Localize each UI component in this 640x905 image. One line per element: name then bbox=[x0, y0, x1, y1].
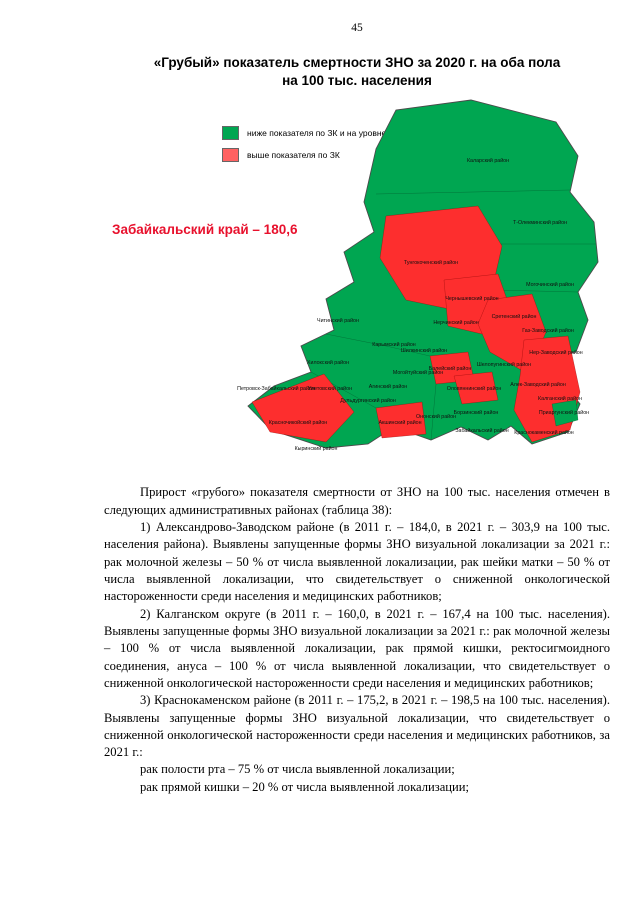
paragraph-item-1: 1) Александрово-Заводском районе (в 2011… bbox=[104, 520, 610, 604]
district-label: Могочинский район bbox=[526, 281, 574, 288]
district-shape-priargunsky bbox=[551, 400, 579, 427]
district-label: Борзинский район bbox=[454, 409, 499, 416]
district-label: Оловяннинский район bbox=[447, 385, 502, 392]
paragraph-item-2: 2) Калганском округе (в 2011 г. – 160,0,… bbox=[104, 606, 610, 690]
district-label: Нер-Заводский район bbox=[529, 349, 582, 356]
district-label: Газ-Заводский район bbox=[522, 327, 574, 334]
district-label: Карымский район bbox=[372, 341, 416, 348]
district-label: Приаргунский район bbox=[539, 409, 589, 416]
page-number: 45 bbox=[351, 22, 363, 34]
district-label: Сретенский район bbox=[492, 313, 537, 320]
district-label: Читинский район bbox=[317, 317, 359, 324]
krai-mortality-label: Забайкальский край – 180,6 bbox=[112, 222, 298, 238]
district-label: Забайкальский район bbox=[455, 427, 508, 434]
district-label: Краснокаменский район bbox=[514, 429, 574, 436]
district-label: Калганский район bbox=[538, 395, 582, 402]
paragraph-intro: Прирост «грубого» показателя смертности … bbox=[104, 485, 610, 517]
district-shape-olovyanninsky bbox=[453, 372, 499, 405]
mortality-map-figure: ниже показателя по ЗК и на уровне выше п… bbox=[104, 96, 610, 478]
district-label: Агинский район bbox=[369, 383, 408, 390]
district-label: Улетовский район bbox=[308, 385, 352, 392]
district-label: Т-Олекминский район bbox=[513, 219, 567, 226]
paragraph-item-3-sub-1: рак полости рта – 75 % от числа выявленн… bbox=[140, 762, 455, 777]
legend-label-below: ниже показателя по ЗК и на уровне bbox=[247, 128, 387, 139]
district-label: Красночикойский район bbox=[269, 419, 328, 426]
district-label: Хилокский район bbox=[307, 359, 349, 366]
legend-item-below: ниже показателя по ЗК и на уровне bbox=[222, 126, 387, 141]
district-label: Ононский район bbox=[416, 413, 456, 420]
district-label: Балейский район bbox=[429, 365, 472, 372]
district-label: Нерчинский район bbox=[433, 319, 478, 326]
district-shape-krasnochikoysky bbox=[251, 374, 355, 443]
content-column: 45 «Грубый» показатель смертности ЗНО за… bbox=[104, 0, 610, 796]
district-label: Дульдургинский район bbox=[340, 397, 396, 404]
region-map: Каларский район Т-Олекминский район Тунг… bbox=[237, 99, 599, 452]
map-legend: ниже показателя по ЗК и на уровне выше п… bbox=[222, 126, 386, 170]
district-label: Каларский район bbox=[467, 157, 509, 164]
district-label: Петровск-Забайкальский район bbox=[237, 385, 315, 392]
legend-label-above: выше показателя по ЗК bbox=[247, 150, 340, 161]
document-title: «Грубый» показатель смертности ЗНО за 20… bbox=[104, 54, 610, 90]
district-label: Акшинский район bbox=[378, 419, 421, 426]
district-label: Кыринский район bbox=[295, 445, 338, 452]
district-shape-akshinsky bbox=[375, 402, 427, 439]
paragraph-item-3-sub-2: рак прямой кишки – 20 % от числа выявлен… bbox=[140, 779, 470, 794]
district-label: Чернышевский район bbox=[445, 295, 498, 302]
body-text: Прирост «грубого» показателя смертности … bbox=[104, 484, 610, 796]
district-label: Могойтуйский район bbox=[393, 369, 443, 376]
district-label: Шилкинский район bbox=[401, 347, 447, 354]
legend-swatch-green bbox=[222, 126, 239, 141]
district-label: Тунгокоченский район bbox=[404, 259, 458, 266]
legend-item-above: выше показателя по ЗК bbox=[222, 148, 386, 163]
district-label: Шелопугинский район bbox=[477, 361, 531, 368]
title-line-2: на 100 тыс. населения bbox=[282, 73, 432, 89]
title-line-1: «Грубый» показатель смертности ЗНО за 20… bbox=[153, 55, 561, 70]
paragraph-item-3: 3) Краснокаменском районе (в 2011 г. – 1… bbox=[104, 693, 610, 760]
legend-swatch-red bbox=[222, 148, 239, 163]
district-label: Алек-Заводский район bbox=[510, 381, 566, 388]
